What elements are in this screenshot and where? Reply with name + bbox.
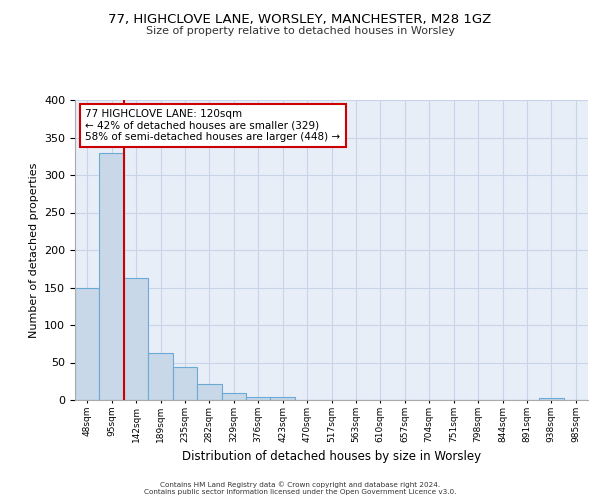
Bar bbox=[221, 393, 246, 400]
Bar bbox=[246, 397, 271, 400]
Bar bbox=[148, 353, 173, 400]
Bar bbox=[271, 397, 295, 400]
Bar bbox=[124, 278, 148, 400]
Text: Contains HM Land Registry data © Crown copyright and database right 2024.
Contai: Contains HM Land Registry data © Crown c… bbox=[144, 482, 456, 495]
Text: Size of property relative to detached houses in Worsley: Size of property relative to detached ho… bbox=[146, 26, 455, 36]
Text: 77, HIGHCLOVE LANE, WORSLEY, MANCHESTER, M28 1GZ: 77, HIGHCLOVE LANE, WORSLEY, MANCHESTER,… bbox=[109, 12, 491, 26]
Bar bbox=[539, 398, 563, 400]
Bar bbox=[173, 367, 197, 400]
Text: 77 HIGHCLOVE LANE: 120sqm
← 42% of detached houses are smaller (329)
58% of semi: 77 HIGHCLOVE LANE: 120sqm ← 42% of detac… bbox=[85, 109, 340, 142]
Bar bbox=[197, 384, 221, 400]
X-axis label: Distribution of detached houses by size in Worsley: Distribution of detached houses by size … bbox=[182, 450, 481, 464]
Y-axis label: Number of detached properties: Number of detached properties bbox=[29, 162, 38, 338]
Bar bbox=[75, 288, 100, 400]
Bar bbox=[100, 153, 124, 400]
